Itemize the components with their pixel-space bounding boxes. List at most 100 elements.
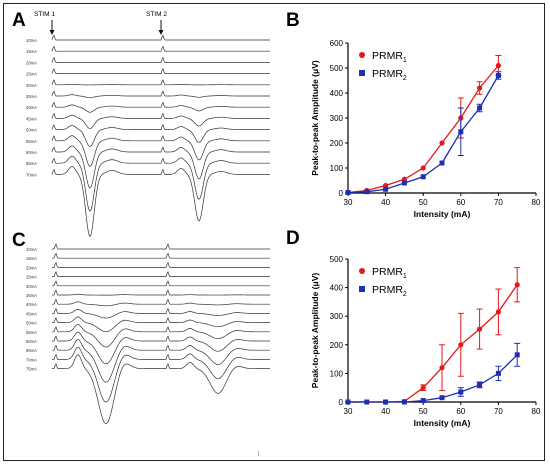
y-tick-label: 400 xyxy=(330,89,344,98)
legend-label: PRMR2 xyxy=(372,284,407,298)
trace-line xyxy=(51,145,270,189)
data-point xyxy=(514,352,520,358)
trace-label: 15mA xyxy=(26,49,37,54)
x-tick-label: 40 xyxy=(381,407,390,416)
series-2: PRMR2 xyxy=(345,284,521,405)
x-tick-label: 70 xyxy=(494,198,503,207)
data-point xyxy=(458,389,464,395)
trace-label: 75mA xyxy=(26,367,37,372)
trace-label: 50mA xyxy=(26,321,37,326)
stim-arrow-head xyxy=(49,30,55,35)
trace-label: 25mA xyxy=(26,275,37,280)
data-point xyxy=(439,365,445,371)
y-tick-label: 100 xyxy=(330,369,344,378)
data-point xyxy=(477,382,483,388)
data-point xyxy=(495,62,501,69)
trace-label: 10mA xyxy=(26,247,37,252)
x-tick-label: 70 xyxy=(494,407,503,416)
legend-label: PRMR1 xyxy=(372,266,407,280)
data-point xyxy=(401,399,407,405)
trace-line xyxy=(52,316,270,333)
data-point xyxy=(439,140,445,146)
trace-label: 35mA xyxy=(26,94,37,99)
y-axis-label: Peak-to-peak Amplitude (μV) xyxy=(310,273,320,389)
trace-line xyxy=(51,45,270,52)
data-point xyxy=(514,282,520,288)
trace-label: 10mA xyxy=(26,38,37,43)
trace-label: 50mA xyxy=(26,128,37,133)
y-tick-label: 300 xyxy=(330,312,344,321)
traces-panel-c: 10mA 15mA 20mA 25mA 30mA 35mA 40mA 45mA 50mA 55mA… xyxy=(26,243,270,424)
trace-label: 60mA xyxy=(26,339,37,344)
data-point xyxy=(458,129,464,135)
legend-label: PRMR1 xyxy=(372,50,407,64)
trace-line xyxy=(51,123,270,147)
stim2-label: STIM 2 xyxy=(146,11,167,18)
trace-label: 65mA xyxy=(26,161,37,166)
data-point xyxy=(439,395,445,401)
data-point xyxy=(383,399,389,405)
trace-line xyxy=(51,79,270,86)
legend-marker xyxy=(359,268,365,274)
series-1: PRMR1 xyxy=(345,50,502,196)
stray-mark: | xyxy=(258,451,259,457)
trace-label: 55mA xyxy=(26,139,37,144)
y-tick-label: 500 xyxy=(330,64,344,73)
series-line xyxy=(347,65,499,194)
data-point xyxy=(439,160,445,166)
trace-line xyxy=(52,298,270,307)
trace-line xyxy=(52,331,270,365)
chart-panel-d: 0 100 200 300 400 500 30 40 50 60 70 80 Intensity (m… xyxy=(310,255,541,428)
trace-line xyxy=(51,112,270,129)
trace-line xyxy=(51,67,270,75)
trace-line xyxy=(52,270,270,278)
x-tick-label: 80 xyxy=(532,407,541,416)
trace-line xyxy=(52,289,270,296)
trace-line xyxy=(52,354,270,424)
data-point xyxy=(345,399,351,405)
x-tick-label: 50 xyxy=(419,407,428,416)
x-tick-label: 80 xyxy=(532,198,541,207)
stim1-label: STIM 1 xyxy=(34,11,55,18)
data-point xyxy=(420,174,426,180)
trace-line xyxy=(51,90,270,99)
trace-line xyxy=(51,56,270,63)
x-tick-label: 50 xyxy=(419,198,428,207)
data-point xyxy=(364,189,370,195)
data-point xyxy=(383,186,389,192)
x-tick-label: 60 xyxy=(456,407,465,416)
y-tick-label: 600 xyxy=(330,39,344,48)
x-axis-label: Intensity (mA) xyxy=(414,209,471,219)
data-point xyxy=(495,309,501,315)
legend-label: PRMR2 xyxy=(372,68,407,82)
y-tick-label: 200 xyxy=(330,341,344,350)
series-2: PRMR2 xyxy=(345,68,502,195)
trace-label: 65mA xyxy=(26,348,37,353)
data-point xyxy=(495,370,501,376)
trace-label: 40mA xyxy=(26,105,37,110)
trace-label: 70mA xyxy=(26,357,37,362)
trace-line xyxy=(52,339,270,383)
trace-line xyxy=(51,166,270,238)
trace-line xyxy=(51,34,270,41)
data-point xyxy=(458,342,464,348)
x-tick-label: 60 xyxy=(456,198,465,207)
y-tick-label: 300 xyxy=(330,114,344,123)
data-point xyxy=(420,385,426,391)
data-point xyxy=(364,399,370,405)
trace-label: 45mA xyxy=(26,311,37,316)
y-tick-label: 0 xyxy=(339,189,344,198)
trace-label: 40mA xyxy=(26,302,37,307)
data-point xyxy=(477,85,483,91)
y-tick-label: 500 xyxy=(330,255,344,264)
trace-label: 45mA xyxy=(26,116,37,121)
trace-label: 30mA xyxy=(26,284,37,289)
trace-line xyxy=(52,252,270,259)
data-point xyxy=(477,326,483,332)
figure-border xyxy=(3,3,545,461)
x-tick-label: 40 xyxy=(381,198,390,207)
trace-label: 70mA xyxy=(26,172,37,177)
panel-letter-b: B xyxy=(286,10,300,31)
data-point xyxy=(345,190,351,195)
